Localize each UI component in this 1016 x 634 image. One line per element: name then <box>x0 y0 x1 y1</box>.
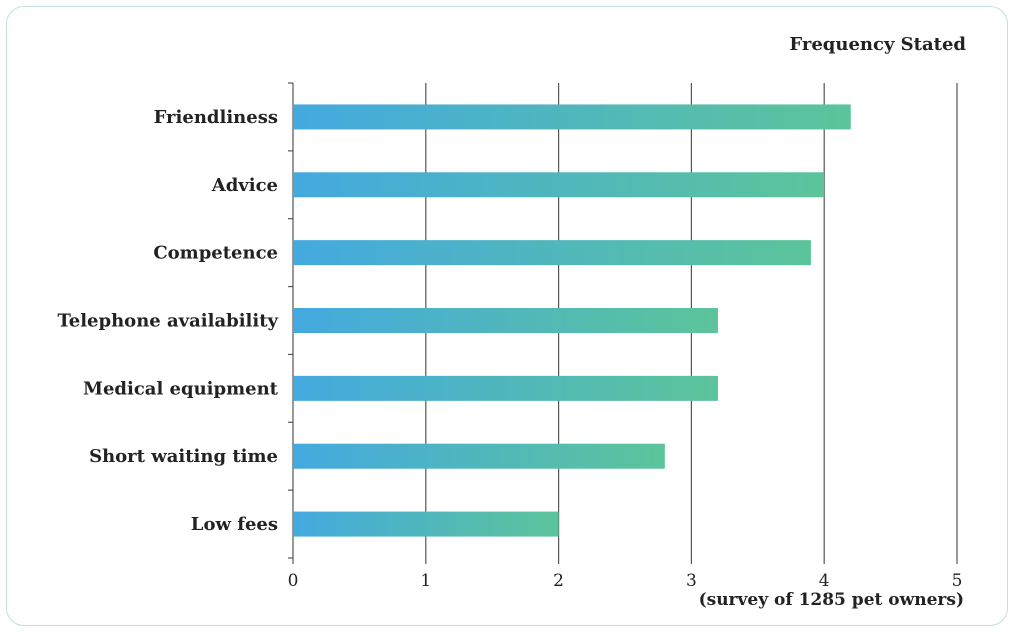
x-tick-label: 2 <box>553 571 564 591</box>
bar-short-waiting-time <box>293 443 665 469</box>
x-tick-label: 0 <box>288 571 299 591</box>
bar-competence <box>293 240 811 266</box>
survey-note: (survey of 1285 pet owners) <box>698 590 964 610</box>
category-label: Short waiting time <box>89 446 278 467</box>
category-label: Telephone availability <box>57 311 278 332</box>
bar-friendliness <box>293 104 851 130</box>
category-label: Medical equipment <box>83 378 279 399</box>
bar-low-fees <box>293 511 559 537</box>
x-tick-label: 5 <box>952 571 963 591</box>
category-label: Advice <box>211 175 278 196</box>
category-label: Low fees <box>191 514 278 535</box>
bar-telephone-availability <box>293 308 718 333</box>
chart-title: Frequency Stated <box>789 34 966 55</box>
category-label: Friendliness <box>154 107 278 128</box>
x-tick-label: 1 <box>420 571 431 591</box>
x-tick-label: 3 <box>686 571 697 591</box>
x-tick-label: 4 <box>819 571 830 591</box>
category-label: Competence <box>153 243 278 264</box>
bar-advice <box>293 172 825 198</box>
bar-medical-equipment <box>293 375 718 401</box>
